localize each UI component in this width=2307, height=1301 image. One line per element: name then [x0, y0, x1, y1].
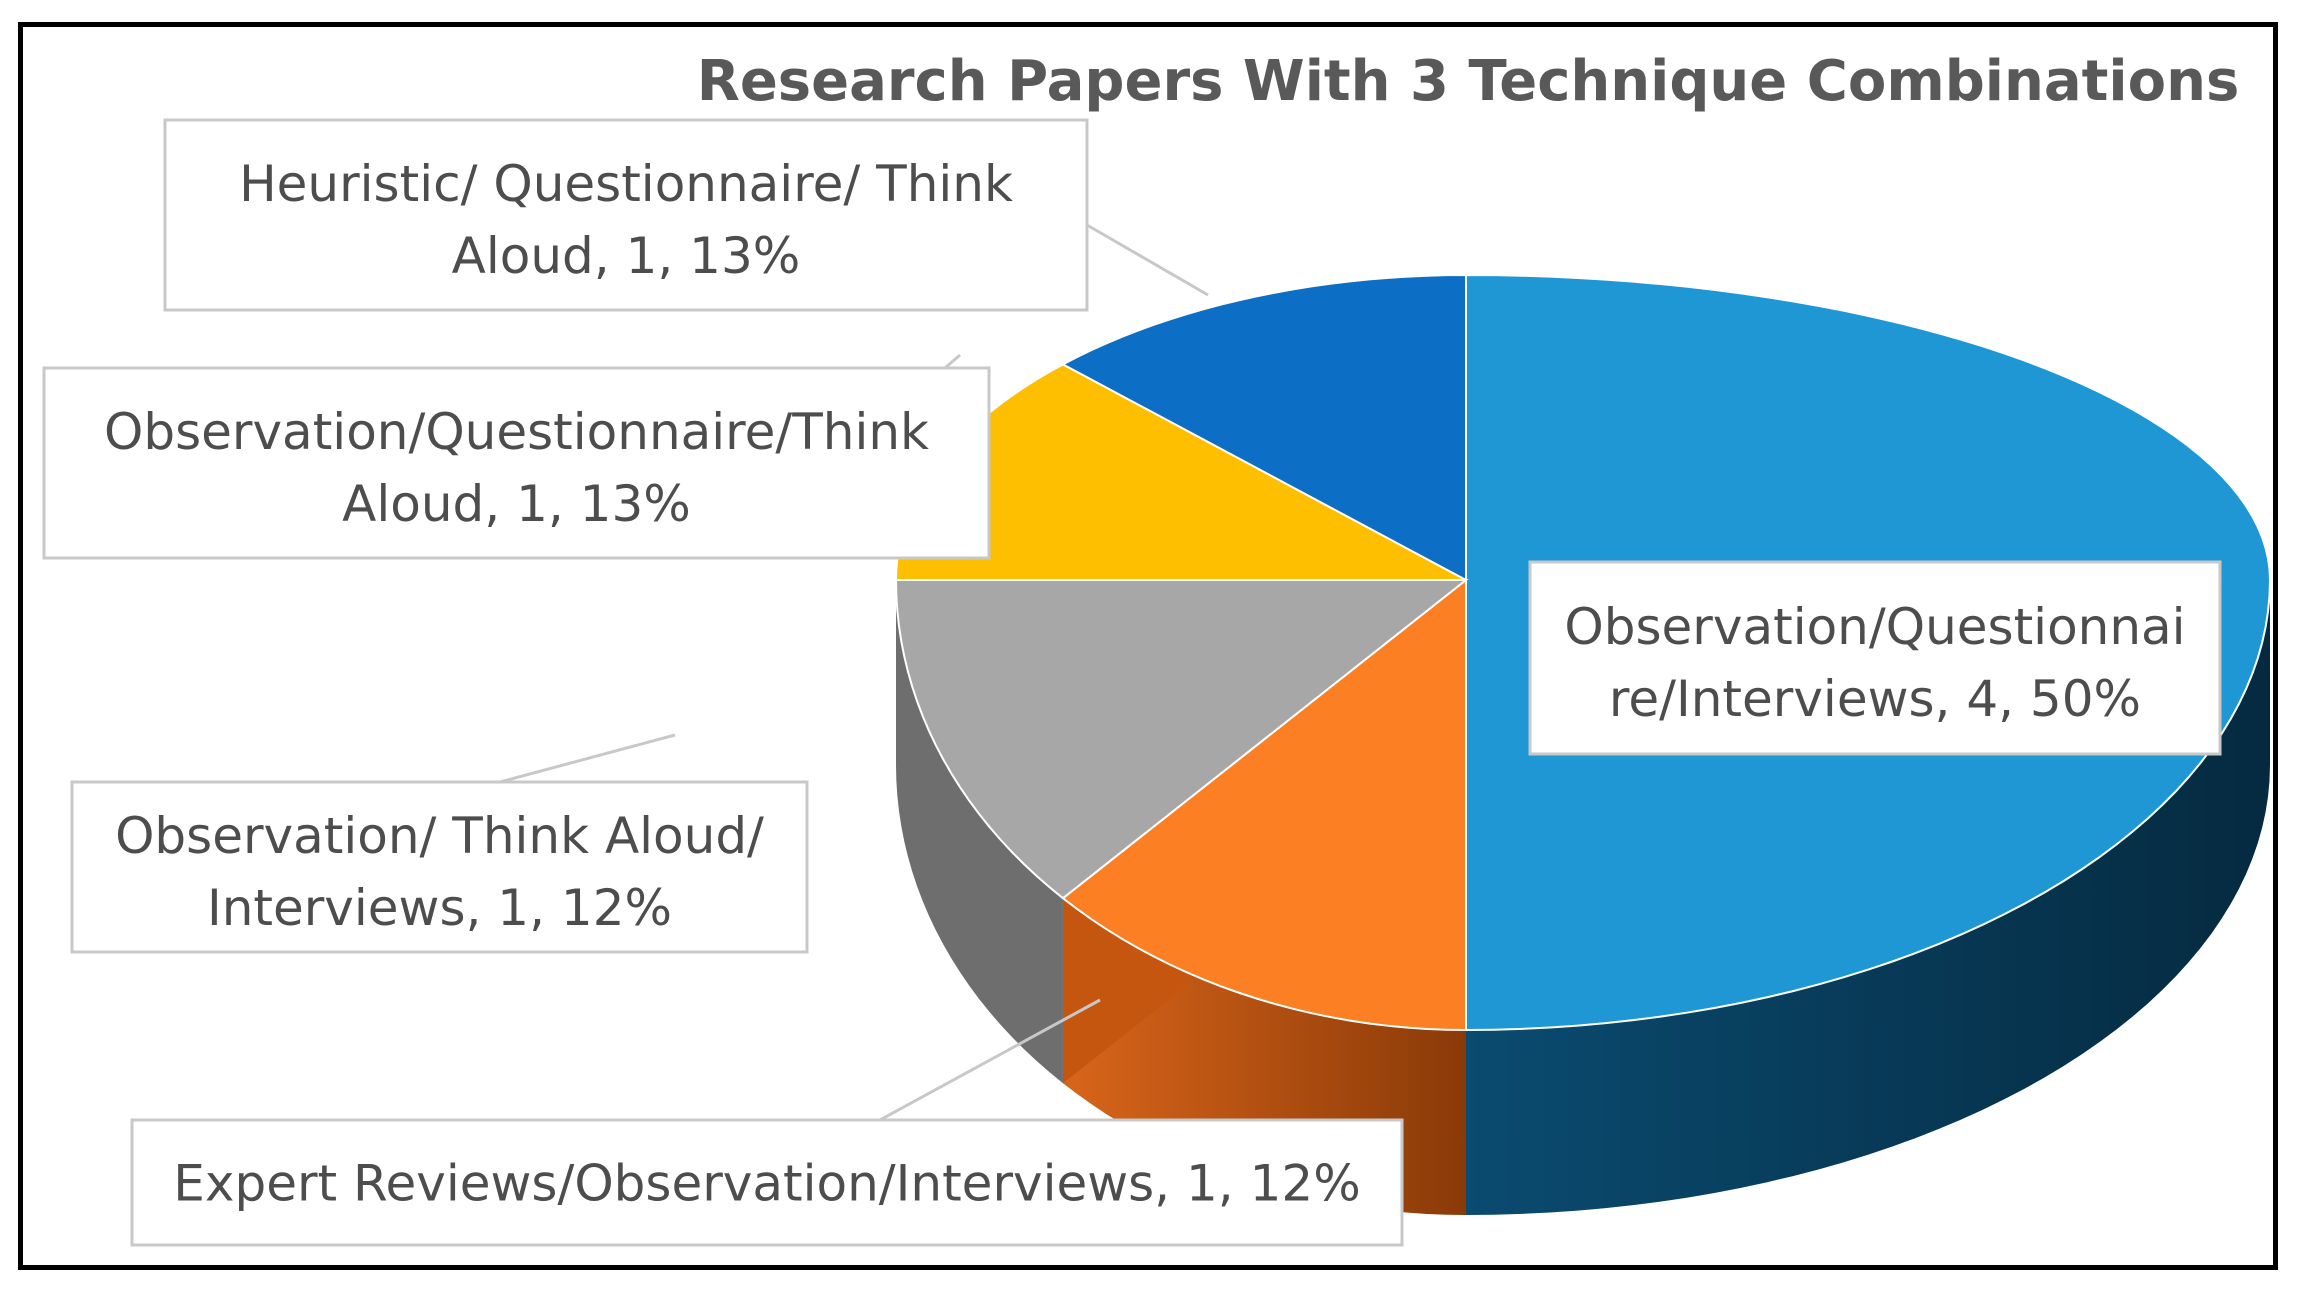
leader-line-4 — [1086, 223, 1209, 297]
data-labels: Observation/Questionnai re/Interviews, 4,… — [42, 118, 2222, 1247]
slice-1 — [1061, 577, 1467, 1032]
data-label-box-4 — [163, 118, 1089, 312]
leader-line-1 — [879, 998, 1101, 1122]
slice-2 — [894, 579, 1469, 900]
data-label-box-1 — [130, 1118, 1404, 1247]
data-label-box-0 — [1528, 560, 2222, 756]
leader-line-2 — [499, 733, 676, 784]
data-label-3-line2: Aloud, 1, 13% — [342, 475, 691, 533]
slice-side-2-0 — [896, 580, 1063, 1084]
chart-title: Research Papers With 3 Technique Combina… — [697, 49, 2240, 114]
data-label-1: Expert Reviews/Observation/Interviews, 1… — [173, 1155, 1360, 1213]
data-label-0-line1: Observation/Questionnai — [1564, 598, 2185, 656]
data-label-2-line2: Interviews, 1, 12% — [207, 879, 672, 937]
data-label-box-2 — [70, 780, 809, 954]
data-label-0-line2: re/Interviews, 4, 50% — [1609, 670, 2141, 728]
data-label-3-line1: Observation/Questionnaire/Think — [104, 403, 929, 461]
slice-4 — [1060, 273, 1467, 582]
data-label-4-line2: Aloud, 1, 13% — [452, 227, 801, 285]
leader-line-3 — [944, 353, 961, 370]
data-label-4-line1: Heuristic/ Questionnaire/ Think — [239, 155, 1013, 213]
pie-slices — [894, 273, 2272, 1215]
data-label-box-3 — [42, 366, 991, 560]
data-label-2-line1: Observation/ Think Aloud/ — [115, 807, 764, 865]
slice-side-0-0 — [1466, 580, 2270, 1215]
